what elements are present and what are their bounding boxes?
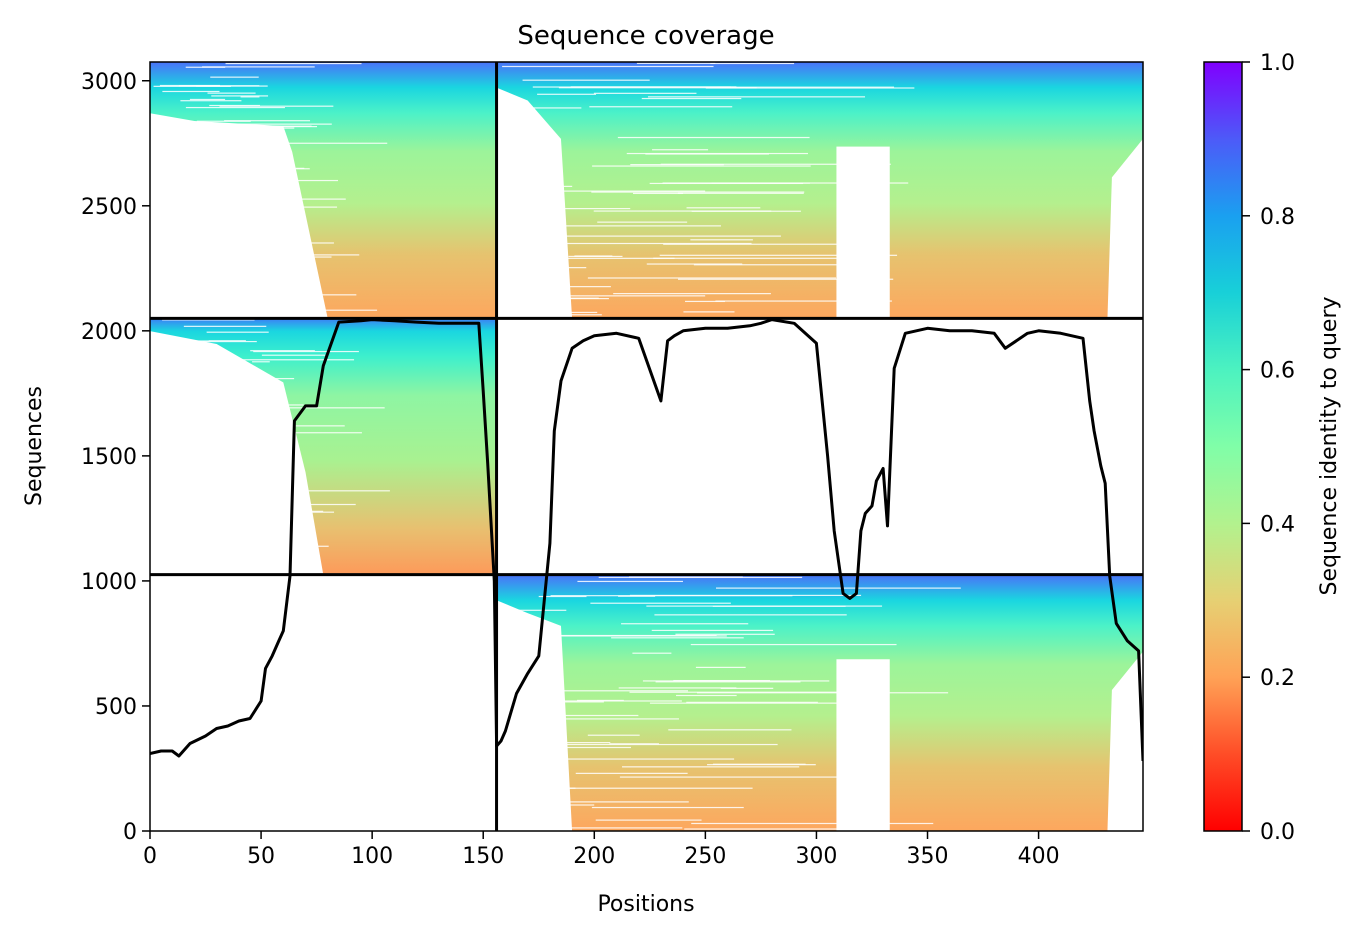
y-tick-label: 3000 bbox=[81, 70, 137, 95]
x-axis-label: Positions bbox=[597, 892, 694, 917]
x-axis: 0 50 100 150 200 250 300 350 400 bbox=[143, 831, 1060, 869]
x-tick-label: 0 bbox=[143, 844, 157, 869]
msa-block-top-right bbox=[496, 62, 1143, 319]
colorbar-tick-label: 1.0 bbox=[1260, 51, 1295, 76]
chart-title: Sequence coverage bbox=[517, 21, 774, 51]
y-tick-label: 2000 bbox=[81, 320, 137, 345]
colorbar: 0.0 0.2 0.4 0.6 0.8 1.0 Sequence identity to … bbox=[1203, 51, 1342, 845]
y-tick-label: 1000 bbox=[81, 570, 137, 595]
msa-block-middle-left bbox=[150, 318, 497, 575]
y-axis: 0 500 1000 1500 2000 2500 3000 bbox=[81, 70, 150, 845]
colorbar-tick-label: 0.6 bbox=[1260, 359, 1295, 384]
colorbar-gradient bbox=[1203, 61, 1243, 832]
colorbar-tick-label: 0.8 bbox=[1260, 205, 1295, 230]
x-tick-label: 200 bbox=[573, 844, 615, 869]
colorbar-label: Sequence identity to query bbox=[1317, 296, 1342, 595]
colorbar-tick-label: 0.4 bbox=[1260, 512, 1295, 537]
coverage-line bbox=[150, 318, 1143, 762]
x-tick-label: 400 bbox=[1018, 844, 1060, 869]
y-tick-label: 2500 bbox=[81, 195, 137, 220]
x-tick-label: 250 bbox=[684, 844, 726, 869]
y-tick-label: 0 bbox=[123, 820, 137, 845]
colorbar-tick-label: 0.0 bbox=[1260, 820, 1295, 845]
y-tick-label: 500 bbox=[95, 695, 137, 720]
plot-frame bbox=[149, 61, 1144, 832]
x-tick-label: 150 bbox=[462, 844, 504, 869]
x-tick-label: 300 bbox=[795, 844, 837, 869]
x-tick-label: 50 bbox=[247, 844, 275, 869]
plot-area bbox=[150, 62, 1143, 831]
y-axis-label: Sequences bbox=[22, 386, 47, 506]
y-tick-label: 1500 bbox=[81, 445, 137, 470]
colorbar-tick-label: 0.2 bbox=[1260, 666, 1295, 691]
x-tick-label: 350 bbox=[907, 844, 949, 869]
x-tick-label: 100 bbox=[351, 844, 393, 869]
